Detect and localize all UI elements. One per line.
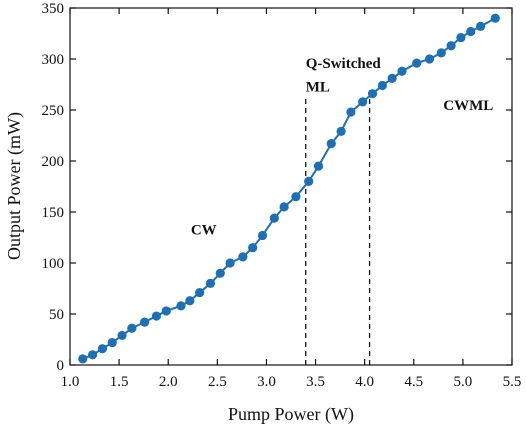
x-tick-label: 3.0 [257, 374, 276, 390]
y-tick-label: 200 [42, 154, 65, 170]
x-tick-label: 3.5 [306, 374, 325, 390]
data-point [377, 80, 387, 91]
data-point [87, 350, 98, 360]
y-tick-label: 250 [42, 103, 65, 119]
data-point [412, 58, 422, 68]
regime-label: Q-Switched [306, 56, 382, 72]
y-tick-label: 350 [42, 1, 65, 17]
y-tick-label: 50 [49, 307, 64, 323]
y-tick-label: 100 [42, 256, 65, 272]
data-point [248, 243, 258, 253]
data-point [291, 192, 301, 202]
data-point [446, 41, 456, 51]
data-point [269, 213, 279, 223]
data-point [466, 26, 476, 37]
data-point [140, 317, 150, 327]
x-tick-label: 2.0 [159, 374, 178, 390]
x-tick-label: 1.0 [61, 374, 80, 390]
x-tick-label: 1.5 [110, 374, 129, 390]
data-point [475, 21, 486, 31]
data-point [358, 97, 368, 107]
data-point [195, 287, 205, 298]
data-point [346, 107, 356, 117]
data-point [387, 73, 397, 83]
regime-label: CW [191, 222, 217, 238]
data-point [436, 48, 446, 58]
data-point [225, 258, 235, 268]
data-point [161, 306, 171, 316]
regime-label: CWML [443, 98, 493, 114]
x-tick-label: 4.0 [355, 374, 374, 390]
data-point [257, 230, 268, 241]
data-point [117, 330, 127, 341]
data-point [279, 202, 289, 212]
x-tick-label: 4.5 [404, 374, 423, 390]
x-axis-title: Pump Power (W) [228, 404, 354, 425]
regime-boundaries [305, 97, 371, 365]
data-point [367, 89, 378, 99]
y-tick-label: 0 [57, 358, 65, 374]
regime-label: ML [306, 80, 330, 96]
data-point [176, 301, 186, 311]
x-tick-label: 2.5 [208, 374, 227, 390]
data-point [185, 296, 195, 306]
x-tick-label: 5.0 [454, 374, 473, 390]
data-point [97, 344, 108, 354]
data-point [313, 161, 324, 171]
y-axis-title: Output Power (mW) [4, 112, 25, 260]
y-tick-label: 300 [42, 52, 65, 68]
data-point [215, 268, 225, 278]
data-series [78, 13, 500, 364]
data-point [336, 126, 346, 137]
data-point [456, 32, 466, 43]
data-point [107, 337, 117, 348]
axis-ticks: 1.0 1.5 2.0 2.5 3.0 3.5 4.0 4.5 5.0 5.5 0 50 100 150 2… [42, 1, 522, 390]
x-tick-label: 5.5 [503, 374, 522, 390]
data-point [127, 323, 137, 333]
plot-frame [69, 7, 513, 366]
data-point [326, 139, 336, 149]
data-point [151, 311, 162, 321]
data-point [397, 66, 407, 76]
regime-labels: CW Q-Switched ML CWML [191, 56, 493, 238]
series-line [82, 17, 496, 360]
data-point [424, 54, 435, 64]
data-point [205, 278, 216, 288]
data-point [490, 13, 500, 23]
y-tick-label: 150 [42, 205, 65, 221]
data-point [238, 252, 248, 262]
data-point [304, 176, 314, 186]
data-point [78, 354, 88, 364]
